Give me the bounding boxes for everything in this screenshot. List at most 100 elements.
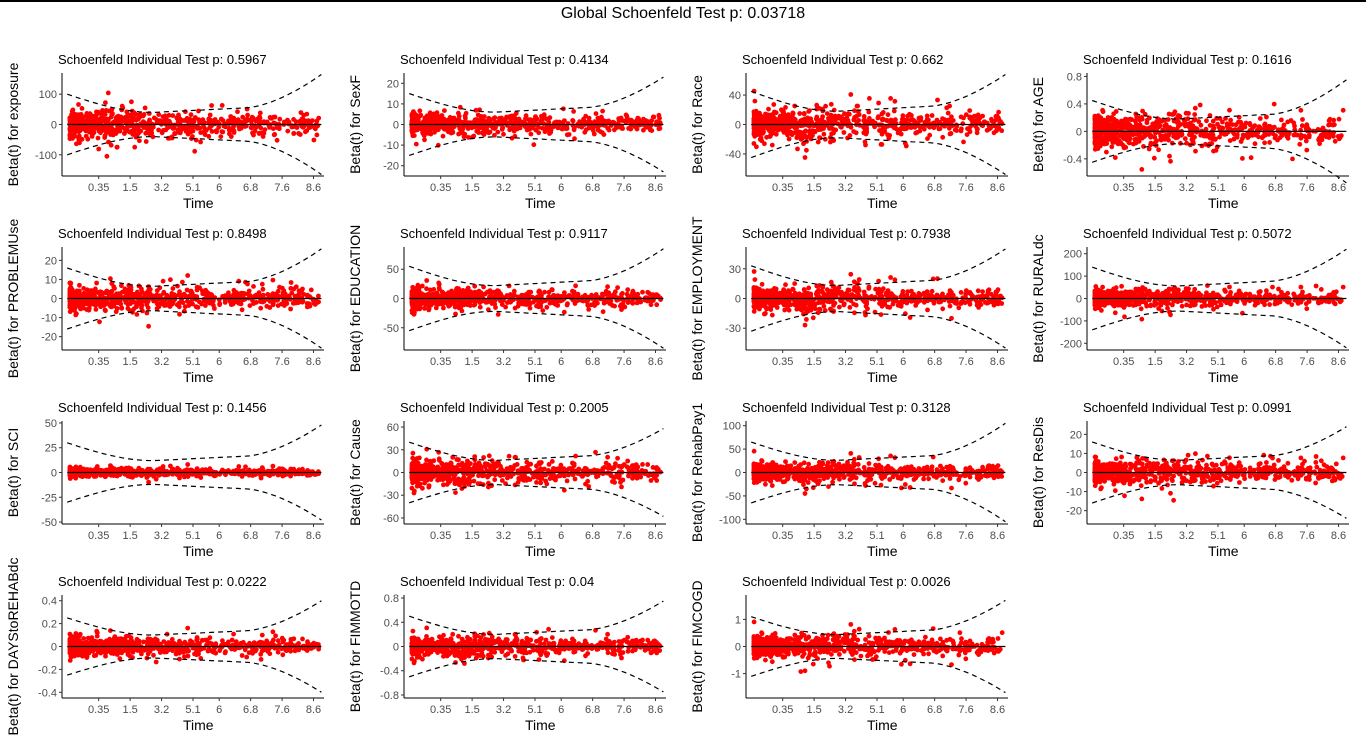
residual-point xyxy=(98,304,103,310)
residual-point xyxy=(1285,119,1291,125)
residual-point xyxy=(238,119,244,125)
residual-point xyxy=(880,110,886,115)
residual-point xyxy=(79,106,85,111)
residual-point xyxy=(108,114,114,120)
residual-point xyxy=(166,112,172,118)
residual-point xyxy=(766,106,771,112)
residual-point xyxy=(456,286,461,291)
residual-point xyxy=(845,111,851,117)
x-tick-label: 5.1 xyxy=(185,356,200,368)
residual-point xyxy=(114,119,119,125)
residual-point xyxy=(950,292,956,298)
y-axis-label: Beta(t) for AGE xyxy=(1030,77,1046,172)
residual-point xyxy=(96,128,102,134)
residual-point xyxy=(512,305,518,311)
residual-point xyxy=(466,135,471,140)
residual-point xyxy=(1141,144,1146,149)
residual-point xyxy=(308,287,314,293)
residual-point xyxy=(956,305,962,311)
residual-point xyxy=(104,290,110,296)
residual-point xyxy=(797,129,802,135)
residual-point xyxy=(921,126,927,132)
residual-point xyxy=(81,286,87,291)
residual-point xyxy=(142,105,148,111)
residual-point xyxy=(612,291,617,297)
residual-point xyxy=(1127,131,1133,137)
residual-point xyxy=(619,291,624,297)
residual-point xyxy=(645,289,651,295)
residual-point xyxy=(573,283,578,289)
y-tick-label: 10 xyxy=(387,99,399,111)
residual-point xyxy=(631,290,636,296)
residual-point xyxy=(261,119,267,124)
confidence-band-upper xyxy=(409,248,664,287)
confidence-band-upper xyxy=(1092,79,1347,120)
residual-point xyxy=(146,323,152,329)
residual-point xyxy=(1203,141,1208,147)
residual-point xyxy=(427,129,433,135)
residual-point xyxy=(156,112,162,117)
residual-point xyxy=(1146,131,1152,137)
x-tick-label: 5.1 xyxy=(185,182,200,194)
residual-point xyxy=(410,291,415,296)
residual-point xyxy=(103,127,109,133)
residual-point xyxy=(422,306,427,311)
residual-point xyxy=(144,290,150,295)
residual-point xyxy=(236,278,242,284)
residual-point xyxy=(1107,117,1112,123)
residual-point xyxy=(582,292,588,298)
residual-point xyxy=(571,109,576,114)
residual-point xyxy=(792,281,798,286)
residual-point xyxy=(892,98,898,104)
residual-point xyxy=(97,319,102,325)
residual-point xyxy=(751,141,757,146)
confidence-band-lower xyxy=(409,136,664,173)
residual-point xyxy=(763,311,768,316)
y-tick-label: -40 xyxy=(725,149,741,161)
residual-point xyxy=(131,110,137,116)
residual-point xyxy=(643,118,649,123)
residual-point xyxy=(128,300,134,305)
residual-point xyxy=(1131,141,1136,147)
residual-point xyxy=(414,113,419,118)
residual-point xyxy=(128,285,134,290)
residual-point xyxy=(485,118,491,124)
residual-point xyxy=(95,135,101,141)
residual-point xyxy=(417,108,423,114)
residual-point xyxy=(226,127,232,133)
residual-point xyxy=(180,300,186,306)
residual-point xyxy=(1092,131,1098,137)
residual-point xyxy=(122,289,128,295)
residual-point xyxy=(272,132,278,137)
residual-point xyxy=(103,100,108,106)
y-tick-label: -0.4 xyxy=(1063,154,1082,166)
residual-point xyxy=(1097,137,1102,143)
residual-point xyxy=(831,130,836,136)
residual-point xyxy=(127,129,132,135)
residual-point xyxy=(499,126,505,132)
residual-point xyxy=(238,125,244,131)
residual-point xyxy=(1336,116,1342,122)
residual-point xyxy=(231,124,236,130)
residual-point xyxy=(551,293,556,298)
residual-point xyxy=(546,119,551,124)
residual-point xyxy=(583,113,589,119)
residual-point xyxy=(783,105,788,110)
residual-point xyxy=(76,289,82,295)
residual-point xyxy=(416,293,422,299)
residual-point xyxy=(945,110,951,116)
residual-point xyxy=(969,118,975,124)
residual-point xyxy=(882,128,888,134)
residual-point xyxy=(260,292,266,298)
residual-point xyxy=(1120,142,1125,148)
residual-point xyxy=(585,302,591,308)
residual-point xyxy=(477,304,483,310)
residual-point xyxy=(925,307,930,313)
residual-point xyxy=(72,308,77,313)
residual-point xyxy=(170,113,176,118)
residual-point xyxy=(139,305,144,311)
residual-point xyxy=(126,118,132,124)
residual-point xyxy=(409,128,415,134)
residual-point xyxy=(231,115,237,121)
residual-point xyxy=(429,117,434,123)
